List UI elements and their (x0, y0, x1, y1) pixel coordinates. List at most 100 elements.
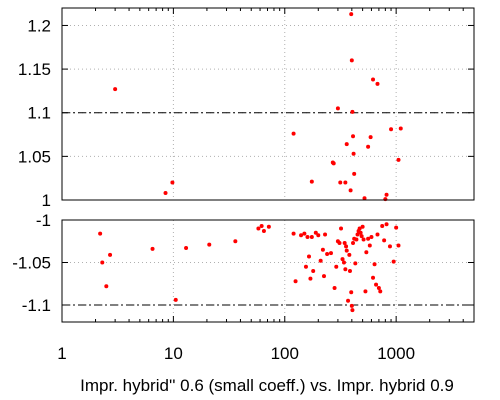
data-point-lower (323, 232, 328, 237)
data-point-lower (357, 226, 362, 231)
data-point-lower (343, 267, 348, 272)
data-point-lower (391, 259, 396, 264)
data-point-upper (371, 77, 376, 82)
data-point-lower (334, 264, 339, 269)
y-tick-label-upper: 1 (42, 191, 51, 210)
data-point-lower (266, 224, 271, 229)
lower-panel-points (98, 222, 401, 313)
data-point-upper (338, 180, 343, 185)
data-point-upper (113, 87, 118, 92)
data-point-lower (337, 240, 342, 245)
data-point-lower (396, 243, 401, 248)
data-point-lower (311, 269, 316, 273)
data-point-lower (347, 252, 352, 257)
x-axis-label: Impr. hybrid'' 0.6 (small coeff.) vs. Im… (80, 376, 454, 395)
data-point-upper (351, 134, 356, 139)
data-point-lower (313, 230, 318, 235)
data-point-upper (349, 12, 354, 17)
data-point-lower (309, 235, 314, 239)
data-point-upper (375, 81, 380, 86)
data-point-lower (320, 247, 325, 252)
lower-panel-grid (61, 219, 474, 322)
data-point-lower (346, 298, 351, 303)
data-point-upper (368, 135, 373, 140)
data-point-lower (371, 275, 376, 280)
data-point-lower (366, 236, 371, 241)
data-point-upper (352, 171, 357, 176)
data-point-upper (348, 188, 353, 193)
data-point-lower (349, 303, 354, 308)
upper-panel-y-ticks: 1 1.05 1.1 1.15 1.2 (18, 16, 474, 210)
data-point-lower (394, 225, 399, 230)
x-tick-label: 10 (164, 344, 183, 363)
x-tick-label: 100 (271, 344, 299, 363)
y-tick-label-upper: 1.05 (18, 147, 51, 166)
data-point-lower (376, 286, 381, 290)
data-point-lower (259, 223, 264, 228)
data-point-lower (350, 308, 355, 313)
data-point-lower (328, 251, 333, 256)
data-point-upper (291, 131, 296, 136)
data-point-upper (170, 180, 175, 185)
data-point-lower (306, 254, 311, 259)
data-point-lower (342, 240, 347, 245)
data-point-lower (150, 246, 155, 251)
data-point-lower (341, 260, 346, 265)
x-axis-ticks: 1 10 100 1000 (57, 8, 475, 363)
data-point-upper (366, 144, 371, 149)
data-point-lower (305, 235, 310, 239)
data-point-upper (389, 127, 394, 132)
data-point-lower (299, 233, 304, 238)
data-point-lower (354, 237, 359, 242)
y-tick-label-upper: 1.15 (18, 60, 51, 79)
data-point-lower (347, 269, 352, 273)
data-point-lower (207, 242, 212, 247)
data-point-lower (344, 244, 349, 249)
data-point-lower (360, 224, 365, 229)
data-point-lower (100, 260, 105, 265)
data-point-upper (351, 151, 356, 156)
data-point-lower (382, 238, 387, 243)
data-point-lower (325, 252, 330, 256)
data-point-lower (367, 243, 372, 248)
data-point-lower (359, 234, 364, 239)
data-point-upper (335, 106, 340, 111)
y-tick-label-lower: -1 (36, 211, 51, 230)
data-point-upper (344, 142, 349, 147)
data-point-lower (363, 289, 368, 294)
x-tick-label: 1000 (377, 344, 415, 363)
upper-panel-points (113, 12, 403, 202)
data-point-lower (108, 252, 113, 257)
y-tick-label-lower: -1.1 (22, 296, 51, 315)
data-point-lower (364, 250, 369, 255)
lower-panel-reference-lines (62, 219, 474, 306)
data-point-lower (384, 222, 389, 227)
lower-panel-y-ticks: -1 -1.05 -1.1 (12, 211, 474, 315)
data-point-upper (163, 191, 168, 196)
data-point-lower (380, 223, 385, 228)
upper-panel-reference-lines (62, 112, 474, 201)
data-point-lower (374, 282, 379, 287)
data-point-lower (318, 258, 323, 263)
data-point-lower (387, 244, 392, 249)
data-point-upper (309, 179, 314, 184)
data-point-lower (308, 276, 313, 281)
y-tick-label-upper: 1.2 (27, 16, 51, 35)
data-point-upper (398, 126, 403, 131)
data-point-lower (293, 279, 298, 284)
data-point-lower (316, 233, 321, 238)
data-point-lower (302, 231, 307, 236)
data-point-upper (343, 180, 348, 185)
data-point-lower (256, 226, 261, 231)
x-tick-label: 1 (57, 344, 66, 363)
data-point-upper (396, 157, 401, 162)
data-point-lower (361, 237, 366, 242)
data-point-lower (355, 232, 360, 237)
data-point-lower (340, 257, 345, 262)
data-point-lower (321, 274, 326, 279)
data-point-lower (332, 286, 337, 290)
lower-panel-frame (61, 219, 475, 323)
data-point-lower (291, 231, 296, 236)
y-tick-label-lower: -1.05 (12, 254, 51, 273)
